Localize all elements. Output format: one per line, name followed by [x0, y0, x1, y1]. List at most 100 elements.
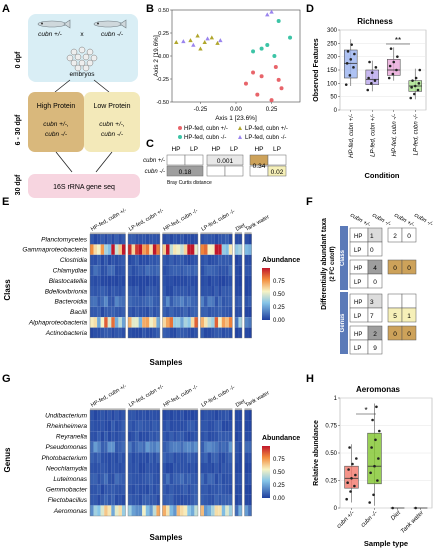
heatmap-cell — [145, 296, 150, 307]
h-x-label: Sample type — [364, 539, 408, 548]
heatmap-cell — [173, 265, 177, 276]
heatmap-cell — [207, 286, 212, 297]
heatmap-cell — [128, 275, 132, 286]
heatmap-cell — [118, 244, 122, 255]
heatmap-cell — [114, 317, 119, 328]
heatmap-cell — [234, 265, 239, 276]
box-point — [373, 79, 377, 82]
heatmap-cell — [187, 327, 191, 338]
heatmap-cell — [211, 505, 215, 516]
heatmap-cell — [173, 431, 177, 442]
heatmap-cell — [118, 275, 122, 286]
heatmap-cell — [200, 463, 204, 474]
heatmap-cell — [166, 317, 170, 328]
heatmap-cell — [145, 327, 150, 338]
heatmap-cell — [104, 234, 108, 245]
heatmap-cell — [135, 484, 139, 495]
box-point — [353, 484, 356, 488]
heatmap-cell — [173, 420, 177, 432]
heatmap-cell — [190, 410, 195, 421]
heatmap-cell — [111, 484, 115, 495]
heatmap-cell — [138, 254, 143, 266]
heatmap-cell — [248, 317, 252, 328]
heatmap-cell — [234, 452, 239, 463]
heatmap-cell — [183, 505, 188, 516]
heatmap-cell — [207, 234, 212, 245]
x-tick-label: HP-fed, cubn -/- — [392, 114, 398, 156]
heatmap-cell — [166, 275, 170, 286]
heatmap-cell — [244, 463, 249, 474]
heatmap-row-label: Bdellovibrionia — [45, 288, 88, 295]
box-point — [349, 58, 353, 61]
heatmap-row-label: Alphaproteobacteria — [28, 319, 88, 326]
f-class-h: 0 — [407, 265, 411, 272]
heatmap-cell — [100, 441, 105, 453]
heatmap-cell — [221, 234, 226, 245]
heatmap-cell — [97, 234, 101, 245]
heatmap-cell — [211, 317, 215, 328]
heatmap-cell — [114, 244, 119, 255]
box-point — [414, 76, 418, 80]
box-point — [395, 68, 398, 72]
heatmap-cell — [248, 265, 252, 276]
high-genotype-1: cubn +/-, — [43, 121, 69, 128]
embryo-icon — [78, 59, 86, 67]
heatmap-cell — [234, 441, 239, 453]
x-tick-label: LP-fed, cubn -/- — [413, 114, 419, 155]
heatmap-cell — [114, 327, 119, 338]
heatmap-cell — [111, 410, 115, 421]
e-y-label: Class — [3, 279, 12, 301]
heatmap-cell — [90, 275, 94, 286]
heatmap-cell — [149, 254, 153, 266]
heatmap-row-label: Blastocatellia — [49, 278, 88, 285]
heatmap-cell — [244, 327, 249, 338]
pcoa-point — [215, 40, 220, 45]
heatmap-cell — [118, 327, 122, 338]
heatmap-cell — [93, 327, 98, 338]
legend-marker-lp-mut — [238, 135, 242, 139]
sequencing-box — [28, 174, 140, 198]
heatmap-cell — [145, 234, 150, 245]
heatmap-cell — [211, 410, 215, 421]
parent-het-label: cubn +/- — [38, 31, 63, 38]
heatmap-cell — [114, 463, 119, 474]
heatmap-cell — [121, 327, 126, 338]
heatmap-cell — [204, 441, 208, 453]
heatmap-cell — [142, 327, 146, 338]
heatmap-cell — [187, 306, 191, 318]
heatmap-cell — [121, 234, 126, 245]
f-class-lp-label: LP — [354, 248, 361, 254]
heatmap-cell — [194, 463, 198, 474]
heatmap-cell — [128, 306, 132, 318]
heatmap-cell — [152, 317, 157, 328]
pcoa-point — [265, 12, 270, 17]
heatmap-cell — [190, 254, 195, 266]
heatmap-cell — [93, 265, 98, 276]
heatmap-cell — [214, 431, 219, 442]
heatmap-cell — [221, 317, 226, 328]
heatmap-cell — [142, 275, 146, 286]
heatmap-cell — [104, 317, 108, 328]
heatmap-cell — [114, 306, 119, 318]
heatmap-cell — [234, 317, 239, 328]
heatmap-cell — [156, 494, 160, 506]
heatmap-cell — [211, 234, 215, 245]
heatmap-cell — [142, 463, 146, 474]
heatmap-cell — [166, 484, 170, 495]
heatmap-cell — [207, 306, 212, 318]
heatmap-cell — [200, 452, 204, 463]
heatmap-cell — [200, 275, 204, 286]
pcoa-point — [181, 39, 186, 44]
heatmap-cell — [187, 254, 191, 266]
heatmap-cell — [207, 410, 212, 421]
heatmap-cell — [194, 244, 198, 255]
heatmap-cell — [214, 254, 219, 266]
heatmap-row-label: Bacilli — [70, 309, 88, 316]
embryo-icon — [74, 53, 82, 61]
heatmap-cell — [238, 296, 242, 307]
heatmap-cell — [176, 505, 181, 516]
heatmap-cell — [211, 494, 215, 506]
f-cell — [367, 339, 383, 355]
heatmap-cell — [131, 484, 136, 495]
heatmap-cell — [138, 275, 143, 286]
